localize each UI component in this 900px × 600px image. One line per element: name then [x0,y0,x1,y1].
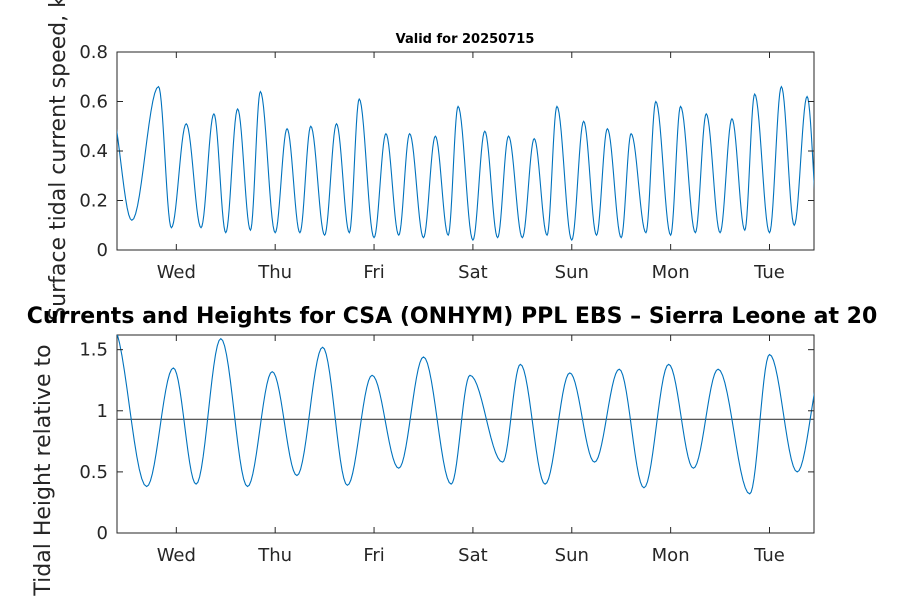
tidal-height-series-line [117,335,814,495]
tidal-height-y-tick-label: 1.5 [79,340,108,361]
current-speed-y-tick-label: 0.4 [79,141,108,162]
tidal-height-x-tick-label-sun: Sun [555,545,589,566]
current-speed-panel: 0 0.2 0.4 0.6 0.8 Wed Thu Fri Sat Sun Mon Tue Vali… [46,0,815,321]
current-speed-x-tick-label-fri: Fri [363,262,384,283]
tidal-height-y-tick-label: 1 [97,401,108,422]
tidal-height-x-tick-label-thu: Thu [257,545,292,566]
current-speed-x-tick-label-sun: Sun [555,262,589,283]
current-speed-x-tick-label-tue: Tue [753,262,785,283]
figure-title: Currents and Heights for CSA (ONHYM) PPL… [27,304,878,329]
current-speed-x-tick-label-sat: Sat [458,262,488,283]
current-speed-x-tick-label-thu: Thu [257,262,292,283]
current-speed-y-tick-label: 0.2 [79,191,108,212]
tidal-height-x-tick-label-tue: Tue [753,545,785,566]
tidal-height-axes-frame [116,334,815,534]
current-speed-x-tick-label-wed: Wed [157,262,196,283]
tidal-height-y-tick-label: 0 [97,523,108,544]
tidal-height-panel: 0 0.5 1 1.5 Wed Thu Fri Sat Sun Mon Tue Tidal Hei… [27,304,878,597]
tidal-height-y-label: Tidal Height relative to [31,344,56,596]
current-speed-y-tick-label: 0.8 [79,42,108,63]
current-speed-y-tick-label: 0 [97,240,108,261]
tidal-height-x-tick-label-mon: Mon [652,545,690,566]
tidal-height-x-ticks: Wed Thu Fri Sat Sun Mon Tue [157,335,785,566]
current-speed-x-tick-label-mon: Mon [652,262,690,283]
tidal-height-y-tick-label: 0.5 [79,462,108,483]
current-speed-axes-frame [116,51,815,251]
current-speed-y-tick-label: 0.6 [79,92,108,113]
current-speed-series-group [117,85,814,242]
tidal-height-y-ticks: 0 0.5 1 1.5 [79,340,814,544]
current-speed-series-line [117,85,814,242]
current-speed-y-label: Surface tidal current speed, kn [46,0,71,321]
current-speed-y-ticks: 0 0.2 0.4 0.6 0.8 [79,42,814,261]
tidal-height-x-tick-label-fri: Fri [363,545,384,566]
current-speed-x-ticks: Wed Thu Fri Sat Sun Mon Tue [157,52,785,283]
tidal-height-x-tick-label-sat: Sat [458,545,488,566]
tidal-height-series-group [117,335,814,495]
current-speed-title: Valid for 20250715 [396,32,535,47]
tidal-height-x-tick-label-wed: Wed [157,545,196,566]
